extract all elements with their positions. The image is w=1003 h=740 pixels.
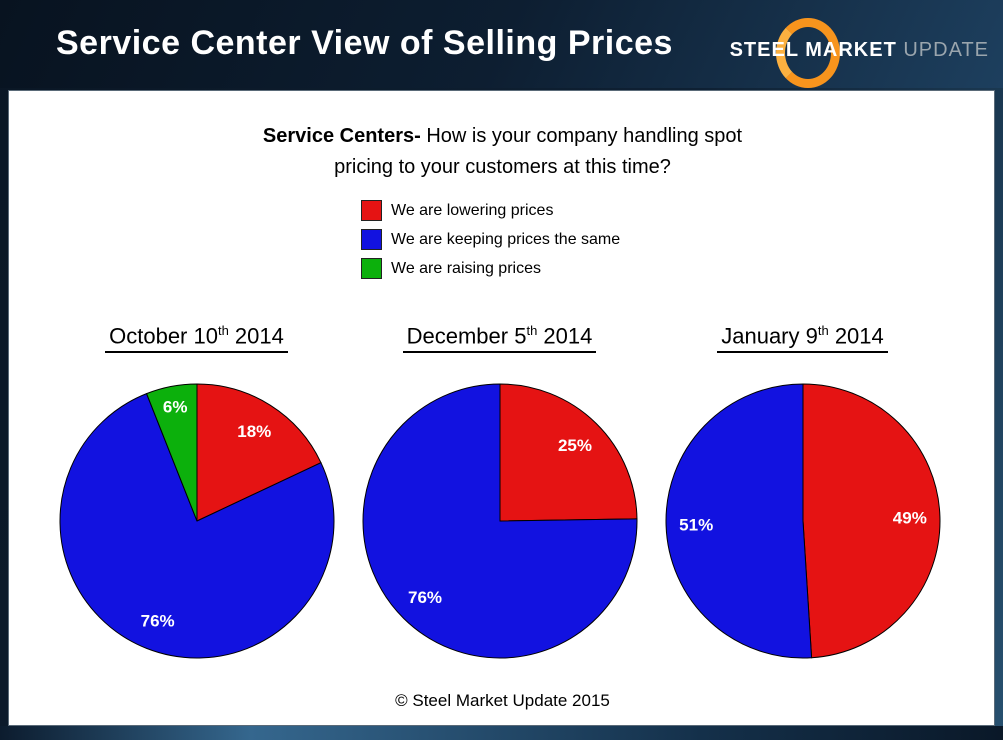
- pie-title-january: January 9th 2014: [717, 323, 888, 354]
- question-line1: Service Centers- How is your company han…: [9, 121, 996, 152]
- legend-swatch-blue: [361, 229, 382, 250]
- pie-slice-label: 49%: [892, 509, 926, 528]
- pie-slice: [145, 383, 197, 522]
- pie-title-sup: th: [526, 323, 538, 338]
- legend-label: We are keeping prices the same: [391, 230, 621, 248]
- pie-title-sup: th: [817, 323, 829, 338]
- pie-title-text: December 5: [406, 323, 527, 349]
- steel-market-update-logo: STEEL MARKET UPDATE: [730, 18, 989, 88]
- pie-slice: [59, 393, 334, 659]
- question-bold: Service Centers-: [262, 125, 421, 147]
- pie-slice: [665, 383, 812, 659]
- pie-title-year: 2014: [228, 323, 284, 349]
- legend-item-raising: We are raising prices: [361, 254, 681, 283]
- question-line1-rest: How is your company handling spot: [420, 125, 743, 147]
- pie-chart-december: 25% 76%: [348, 371, 651, 671]
- legend-swatch-red: [361, 200, 382, 221]
- pie-slice: [362, 383, 637, 659]
- pie-title-text: January 9: [721, 323, 818, 349]
- pie-slice: [499, 383, 637, 522]
- chart-legend: We are lowering prices We are keeping pr…: [361, 196, 681, 283]
- logo-text: STEEL MARKET UPDATE: [730, 39, 989, 62]
- pie-slice-label: 76%: [408, 588, 442, 607]
- pie-title-year: 2014: [828, 323, 884, 349]
- pie-slice-label: 6%: [162, 398, 187, 417]
- legend-swatch-green: [361, 258, 382, 279]
- question-text: Service Centers- How is your company han…: [9, 121, 996, 183]
- legend-item-keeping: We are keeping prices the same: [361, 225, 681, 254]
- content-panel: Service Centers- How is your company han…: [8, 90, 995, 726]
- pie-title-december: December 5th 2014: [402, 323, 597, 354]
- bottom-accent-strip: [0, 726, 1003, 740]
- page-title: Service Center View of Selling Prices: [56, 24, 673, 62]
- legend-label: We are raising prices: [391, 259, 541, 277]
- pie-slice-label: 25%: [557, 436, 591, 455]
- pie-slice-label: 76%: [140, 612, 174, 631]
- chart-column-october: October 10th 2014 18% 76% 6%: [45, 323, 348, 671]
- question-line2: pricing to your customers at this time?: [334, 156, 671, 178]
- slide-header: Service Center View of Selling Prices ST…: [0, 0, 1003, 88]
- legend-item-lowering: We are lowering prices: [361, 196, 681, 225]
- orange-ring-icon: [775, 18, 840, 88]
- pie-chart-october: 18% 76% 6%: [45, 371, 348, 671]
- chart-column-january: January 9th 2014 49% 51%: [651, 323, 954, 671]
- pie-slice: [802, 383, 940, 659]
- legend-label: We are lowering prices: [391, 201, 554, 219]
- pie-slice-label: 51%: [679, 516, 713, 535]
- pie-title-october: October 10th 2014: [105, 323, 288, 354]
- logo-market: MARKET: [805, 38, 904, 61]
- logo-update: UPDATE: [903, 38, 989, 61]
- pie-title-text: October 10: [109, 323, 218, 349]
- pie-title-sup: th: [217, 323, 229, 338]
- footer-copyright: © Steel Market Update 2015: [395, 691, 610, 710]
- chart-column-december: December 5th 2014 25% 76%: [348, 323, 651, 671]
- pie-slice-label: 18%: [237, 422, 271, 441]
- logo-steel: STEEL: [729, 38, 806, 61]
- pie-slice: [196, 383, 322, 523]
- pie-chart-january: 49% 51%: [651, 371, 954, 671]
- pie-title-year: 2014: [537, 323, 593, 349]
